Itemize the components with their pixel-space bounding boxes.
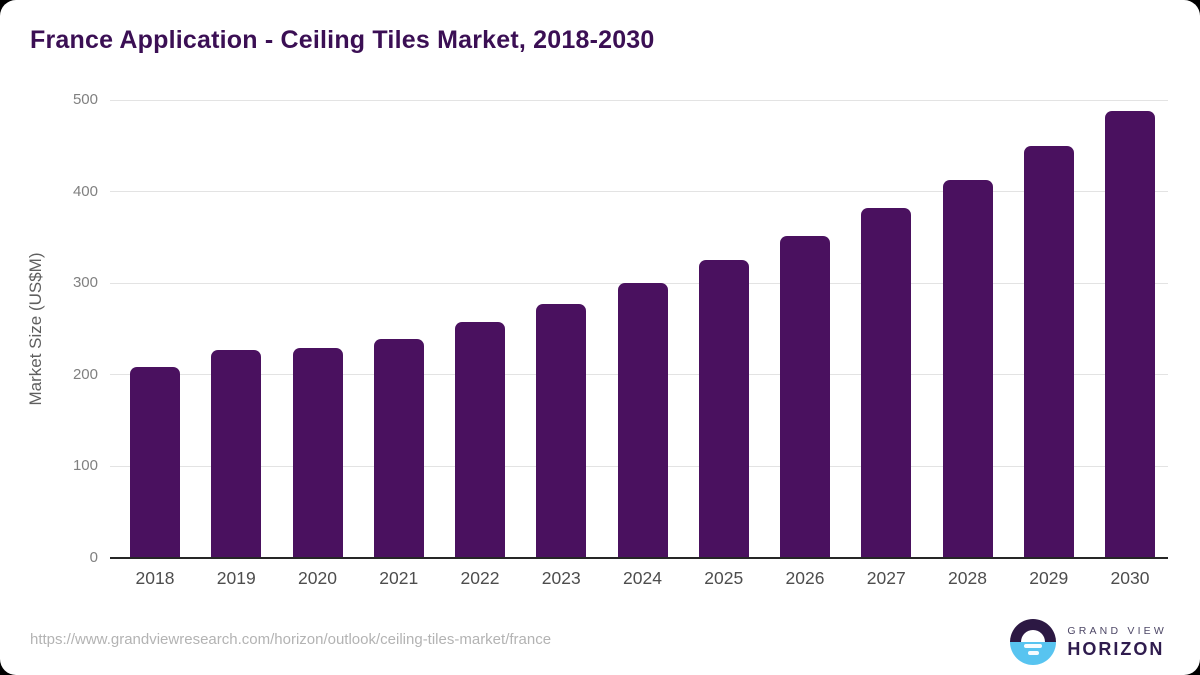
x-tick-label-2022: 2022: [460, 568, 500, 588]
bar-2030: [1105, 111, 1155, 558]
sun-shape: [1021, 630, 1046, 642]
gridline-500: [110, 99, 1168, 101]
bar-2023: [536, 304, 587, 558]
bar-2026: [780, 235, 830, 558]
x-tick-label-2024: 2024: [623, 568, 662, 588]
x-axis-line: [110, 557, 1168, 559]
grand-view-horizon-logo: GRAND VIEW HORIZON: [1010, 619, 1167, 665]
y-tick-label-400: 400: [72, 182, 98, 200]
bar-2022: [455, 321, 505, 558]
bar-2018: [130, 366, 180, 558]
bar-chart-plot-area: 0 100 200 300 400 500 2018 2019 2020 2021 2022 2023…: [73, 91, 1168, 588]
sun-reflection-line: [1024, 644, 1043, 648]
logo-text: GRAND VIEW HORIZON: [1067, 625, 1167, 660]
bar-2027: [861, 208, 912, 558]
gridline-400: [110, 191, 1168, 193]
logo-text-horizon: HORIZON: [1067, 638, 1165, 659]
y-tick-label-500: 500: [72, 91, 98, 108]
y-tick-label-300: 300: [72, 274, 98, 292]
x-tick-label-2029: 2029: [1029, 568, 1069, 588]
x-tick-label-2027: 2027: [866, 568, 906, 588]
chart-title: France Application - Ceiling Tiles Marke…: [30, 26, 655, 54]
x-tick-label-2019: 2019: [216, 568, 256, 588]
bar-2019: [211, 350, 262, 558]
bar-2024: [617, 283, 668, 558]
bar-2021: [373, 339, 424, 558]
x-tick-label-2023: 2023: [541, 568, 581, 588]
x-tick-label-2025: 2025: [704, 568, 744, 588]
logo-text-grand-view: GRAND VIEW: [1067, 624, 1167, 637]
bar-2029: [1023, 145, 1074, 558]
y-tick-label-200: 200: [72, 365, 98, 383]
sun-reflection-line: [1027, 651, 1039, 655]
bar-2025: [698, 260, 749, 558]
x-tick-label-2026: 2026: [785, 568, 825, 588]
x-tick-label-2021: 2021: [379, 568, 419, 588]
x-tick-label-2030: 2030: [1110, 568, 1150, 588]
bar-2020: [292, 348, 343, 558]
y-axis-title: Market Size (US$M): [26, 252, 45, 406]
x-tick-label-2018: 2018: [135, 568, 175, 588]
x-tick-label-2020: 2020: [298, 568, 337, 588]
horizon-sun-icon: [1010, 619, 1057, 665]
bar-2028: [942, 179, 993, 558]
x-tick-label-2028: 2028: [948, 568, 987, 588]
y-tick-label-0: 0: [89, 549, 98, 566]
source-url: https://www.grandviewresearch.com/horizo…: [30, 631, 552, 648]
y-tick-label-100: 100: [72, 457, 98, 475]
